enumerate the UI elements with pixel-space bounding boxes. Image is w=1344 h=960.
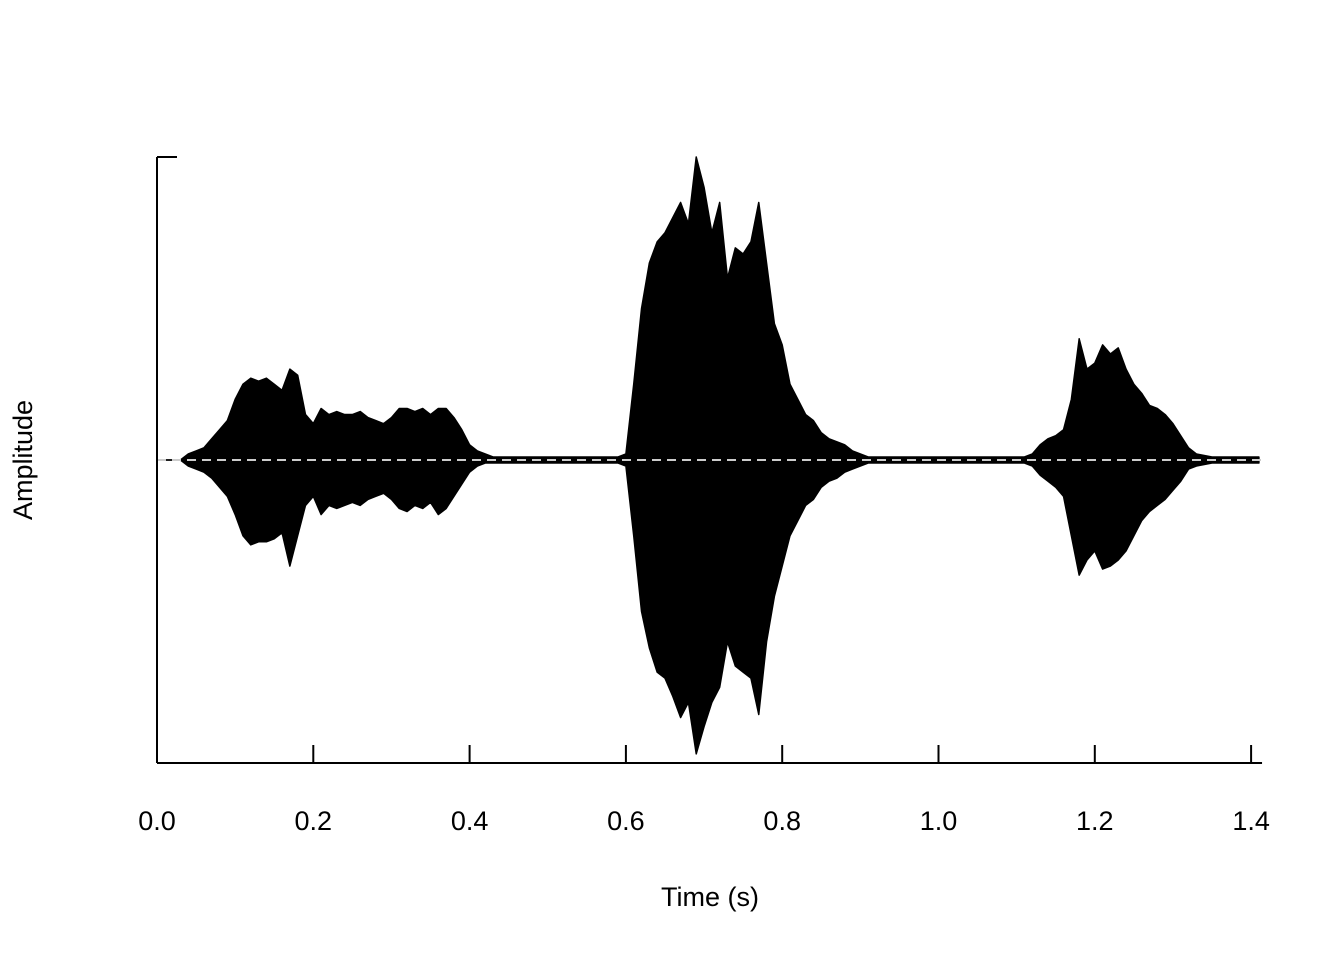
waveform-area (156, 156, 1260, 461)
x-tick-label: 0.6 (607, 806, 645, 836)
x-tick-label: 0.8 (763, 806, 801, 836)
x-tick-label: 0.4 (451, 806, 489, 836)
x-tick-label: 1.2 (1076, 806, 1114, 836)
x-axis-label: Time (s) (661, 882, 759, 912)
waveform-area (156, 459, 1260, 755)
y-axis-label: Amplitude (8, 400, 38, 520)
x-tick-label: 0.2 (295, 806, 333, 836)
x-tick-label: 1.0 (920, 806, 958, 836)
x-tick-label: 0.0 (138, 806, 176, 836)
x-tick-label: 1.4 (1232, 806, 1270, 836)
